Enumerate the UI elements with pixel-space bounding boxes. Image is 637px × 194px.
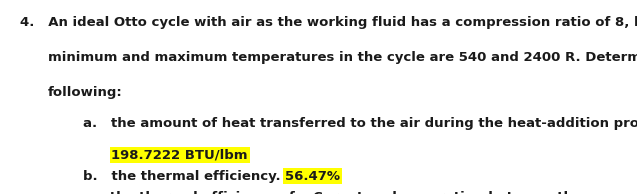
Text: minimum and maximum temperatures in the cycle are 540 and 2400 R. Determine the: minimum and maximum temperatures in the … xyxy=(48,51,637,64)
Text: 56.47%: 56.47% xyxy=(285,170,340,183)
Text: b.   the thermal efficiency.: b. the thermal efficiency. xyxy=(83,170,285,183)
Text: 198.7222 BTU/lbm: 198.7222 BTU/lbm xyxy=(111,148,248,161)
Text: 4.   An ideal Otto cycle with air as the working fluid has a compression ratio o: 4. An ideal Otto cycle with air as the w… xyxy=(20,16,637,29)
Text: following:: following: xyxy=(48,86,122,99)
Text: a.   the amount of heat transferred to the air during the heat-addition process.: a. the amount of heat transferred to the… xyxy=(83,117,637,130)
Text: c.   the thermal efficiency of a Carnot cycle operating between the same: c. the thermal efficiency of a Carnot cy… xyxy=(83,191,626,194)
